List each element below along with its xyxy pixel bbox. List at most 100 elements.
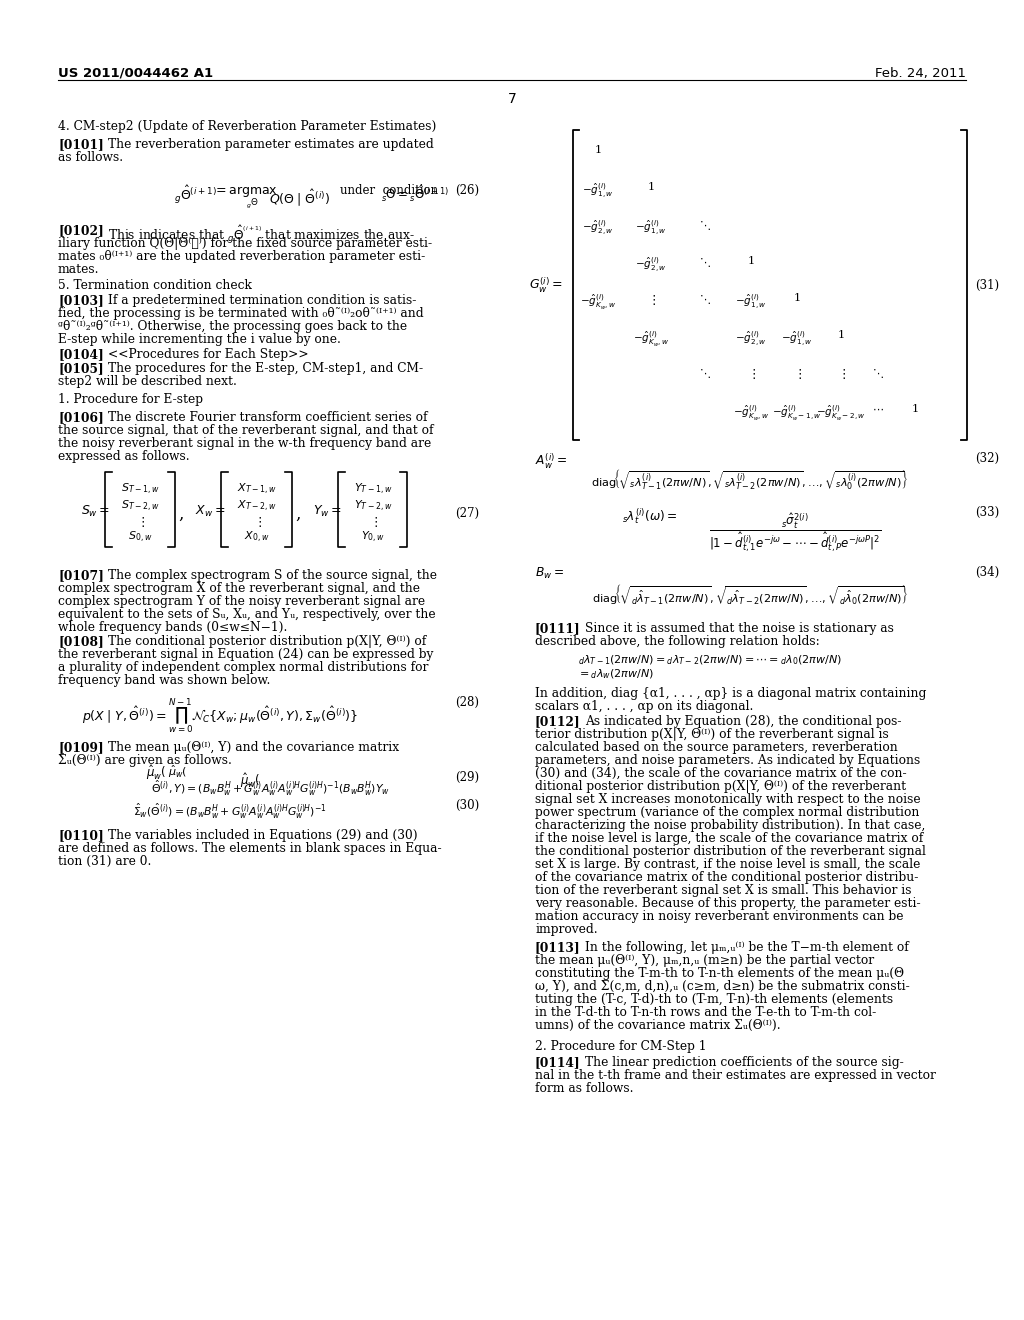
Text: $-\hat{g}_{K_w,w}^{(i)}$: $-\hat{g}_{K_w,w}^{(i)}$ xyxy=(733,404,769,424)
Text: [0104]: [0104] xyxy=(58,348,103,360)
Text: mation accuracy in noisy reverberant environments can be: mation accuracy in noisy reverberant env… xyxy=(535,909,903,923)
Text: [0114]: [0114] xyxy=(535,1056,581,1069)
Text: nal in the t-th frame and their estimates are expressed in vector: nal in the t-th frame and their estimate… xyxy=(535,1069,936,1082)
Text: (33): (33) xyxy=(975,506,999,519)
Text: [0113]: [0113] xyxy=(535,941,581,954)
Text: power spectrum (variance of the complex normal distribution: power spectrum (variance of the complex … xyxy=(535,807,920,818)
Text: [0103]: [0103] xyxy=(58,294,103,308)
Text: $-\hat{g}_{2,w}^{(i)}$: $-\hat{g}_{2,w}^{(i)}$ xyxy=(635,256,667,275)
Text: [0105]: [0105] xyxy=(58,362,103,375)
Text: signal set X increases monotonically with respect to the noise: signal set X increases monotonically wit… xyxy=(535,793,921,807)
Text: 1: 1 xyxy=(595,145,601,154)
Text: $\hat{\Theta}^{(i)},Y)=(B_wB_w^H+G_w^{(i)}A_w^{(i)}A_w^{(i)H}G_w^{(i)H})^{-1}(B_: $\hat{\Theta}^{(i)},Y)=(B_wB_w^H+G_w^{(i… xyxy=(151,779,389,799)
Text: the source signal, that of the reverberant signal, and that of: the source signal, that of the reverbera… xyxy=(58,424,433,437)
Text: The complex spectrogram S of the source signal, the: The complex spectrogram S of the source … xyxy=(108,569,437,582)
Text: $G_w^{(i)}=$: $G_w^{(i)}=$ xyxy=(529,276,563,294)
Text: <<Procedures for Each Step>>: <<Procedures for Each Step>> xyxy=(108,348,308,360)
Text: [0110]: [0110] xyxy=(58,829,103,842)
Text: The linear prediction coefficients of the source sig-: The linear prediction coefficients of th… xyxy=(585,1056,904,1069)
Text: constituting the T-m-th to T-n-th elements of the mean μᵤ(Θ: constituting the T-m-th to T-n-th elemen… xyxy=(535,968,904,979)
Text: The conditional posterior distribution p(X|Y, Θ⁽ᴵ⁾) of: The conditional posterior distribution p… xyxy=(108,635,426,648)
Text: In the following, let μₘ,ᵤ⁽ᴵ⁾ be the T−m-th element of: In the following, let μₘ,ᵤ⁽ᴵ⁾ be the T−m… xyxy=(585,941,908,954)
Text: $Y_{T-2,w}$: $Y_{T-2,w}$ xyxy=(354,499,392,513)
Text: E-step while incrementing the i value by one.: E-step while incrementing the i value by… xyxy=(58,333,341,346)
Text: ω, Y), and Σ(c,m, d,n),ᵤ (c≥m, d≥n) be the submatrix consti-: ω, Y), and Σ(c,m, d,n),ᵤ (c≥m, d≥n) be t… xyxy=(535,979,909,993)
Text: of the covariance matrix of the conditional posterior distribu-: of the covariance matrix of the conditio… xyxy=(535,871,919,884)
Text: Σᵤ(Θ⁽ᴵ⁾) are given as follows.: Σᵤ(Θ⁽ᴵ⁾) are given as follows. xyxy=(58,754,231,767)
Text: $X_{T-1,w}$: $X_{T-1,w}$ xyxy=(238,482,276,498)
Text: $Y_{T-1,w}$: $Y_{T-1,w}$ xyxy=(354,482,392,498)
Text: $-\hat{g}_{1,w}^{(i)}$: $-\hat{g}_{1,w}^{(i)}$ xyxy=(635,219,667,238)
Text: $p(X\mid Y,\hat{\Theta}^{(i)})=\prod_{w=0}^{N-1}\mathcal{N}_{\!C}\{X_w;\mu_w(\ha: $p(X\mid Y,\hat{\Theta}^{(i)})=\prod_{w=… xyxy=(82,696,358,735)
Text: $\hat{\mu}_w($: $\hat{\mu}_w($ xyxy=(240,771,260,789)
Text: $-\hat{g}_{1,w}^{(i)}$: $-\hat{g}_{1,w}^{(i)}$ xyxy=(735,293,767,313)
Text: (31): (31) xyxy=(975,279,999,292)
Text: 7: 7 xyxy=(508,92,516,106)
Text: 1: 1 xyxy=(838,330,845,341)
Text: $_s\lambda_t^{(i)}(\omega)=$: $_s\lambda_t^{(i)}(\omega)=$ xyxy=(623,506,678,525)
Text: $-\hat{g}_{2,w}^{(i)}$: $-\hat{g}_{2,w}^{(i)}$ xyxy=(735,330,767,350)
Text: $\cdots$: $\cdots$ xyxy=(872,404,884,414)
Text: expressed as follows.: expressed as follows. xyxy=(58,450,189,463)
Text: $X_{0,w}$: $X_{0,w}$ xyxy=(245,531,269,545)
Text: $\mathrm{diag}\!\left\{\!\sqrt{_s\lambda_{T-1}^{(i)}(2\pi w/N)},\sqrt{_s\lambda_: $\mathrm{diag}\!\left\{\!\sqrt{_s\lambda… xyxy=(592,469,908,492)
Text: [0109]: [0109] xyxy=(58,741,103,754)
Text: $-\hat{g}_{K_w-2,w}^{(i)}$: $-\hat{g}_{K_w-2,w}^{(i)}$ xyxy=(816,404,866,424)
Text: $\hat{\mu}_{w}($: $\hat{\mu}_{w}($ xyxy=(146,763,167,781)
Text: In addition, diag {α1, . . . , αp} is a diagonal matrix containing: In addition, diag {α1, . . . , αp} is a … xyxy=(535,686,927,700)
Text: $S_{T-2,w}$: $S_{T-2,w}$ xyxy=(121,499,160,513)
Text: $\ddots$: $\ddots$ xyxy=(699,219,711,232)
Text: $-\hat{g}_{1,w}^{(i)}$: $-\hat{g}_{1,w}^{(i)}$ xyxy=(583,182,613,201)
Text: The reverberation parameter estimates are updated: The reverberation parameter estimates ar… xyxy=(108,139,434,150)
Text: a plurality of independent complex normal distributions for: a plurality of independent complex norma… xyxy=(58,661,428,675)
Text: 5. Termination condition check: 5. Termination condition check xyxy=(58,279,252,292)
Text: (30) and (34), the scale of the covariance matrix of the con-: (30) and (34), the scale of the covarian… xyxy=(535,767,906,780)
Text: $_d\lambda_{T-1}(2\pi w/N)=_d\lambda_{T-2}(2\pi w/N)=\cdots=_d\lambda_0(2\pi w/N: $_d\lambda_{T-1}(2\pi w/N)=_d\lambda_{T-… xyxy=(578,653,842,667)
Text: 1: 1 xyxy=(794,293,801,304)
Text: (32): (32) xyxy=(975,451,999,465)
Text: whole frequency bands (0≤w≤N−1).: whole frequency bands (0≤w≤N−1). xyxy=(58,620,288,634)
Text: iliary function Q(Θ|Θ⁽⁩⁾) for the fixed source parameter esti-: iliary function Q(Θ|Θ⁽⁩⁾) for the fixed … xyxy=(58,238,432,249)
Text: in the T-d-th to T-n-th rows and the T-e-th to T-m-th col-: in the T-d-th to T-n-th rows and the T-e… xyxy=(535,1006,877,1019)
Text: set X is large. By contrast, if the noise level is small, the scale: set X is large. By contrast, if the nois… xyxy=(535,858,921,871)
Text: $\vdots$: $\vdots$ xyxy=(253,515,261,529)
Text: 1: 1 xyxy=(911,404,919,414)
Text: [0102]: [0102] xyxy=(58,224,103,238)
Text: $\hat{\Sigma}_w(\hat{\Theta}^{(i)})=(B_wB_w^H+G_w^{(i)}A_w^{(i)}A_w^{(i)H}G_w^{(: $\hat{\Sigma}_w(\hat{\Theta}^{(i)})=(B_w… xyxy=(133,803,327,821)
Text: $A_w^{(i)}=$: $A_w^{(i)}=$ xyxy=(535,451,567,471)
Text: umns) of the covariance matrix Σᵤ(Θ⁽ᴵ⁾).: umns) of the covariance matrix Σᵤ(Θ⁽ᴵ⁾). xyxy=(535,1019,780,1032)
Text: ,: , xyxy=(295,506,300,523)
Text: $\dfrac{_s\hat{\sigma}_t^{2(i)}}{|1-\hat{d}_{t,1}^{(i)}e^{-j\omega}-\cdots-\hat{: $\dfrac{_s\hat{\sigma}_t^{2(i)}}{|1-\hat… xyxy=(709,511,882,554)
Text: $\ddots$: $\ddots$ xyxy=(699,256,711,269)
Text: ᵍθ˜⁽ᴵ⁾₂ᵍθ˜⁽ᴵ⁺¹⁾. Otherwise, the processing goes back to the: ᵍθ˜⁽ᴵ⁾₂ᵍθ˜⁽ᴵ⁺¹⁾. Otherwise, the processi… xyxy=(58,319,408,333)
Text: $-\hat{g}_{K_w,w}^{(i)}$: $-\hat{g}_{K_w,w}^{(i)}$ xyxy=(633,330,669,350)
Text: $\vdots$: $\vdots$ xyxy=(837,367,846,381)
Text: complex spectrogram Y of the noisy reverberant signal are: complex spectrogram Y of the noisy rever… xyxy=(58,595,425,609)
Text: $\vdots$: $\vdots$ xyxy=(135,515,144,529)
Text: As indicated by Equation (28), the conditional pos-: As indicated by Equation (28), the condi… xyxy=(585,715,901,729)
Text: $\mathrm{diag}\!\left\{\!\sqrt{_d\hat{\lambda}_{T-1}(2\pi w/N)},\sqrt{_d\hat{\la: $\mathrm{diag}\!\left\{\!\sqrt{_d\hat{\l… xyxy=(592,582,908,606)
Text: very reasonable. Because of this property, the parameter esti-: very reasonable. Because of this propert… xyxy=(535,898,921,909)
Text: $\ddots$: $\ddots$ xyxy=(699,367,711,380)
Text: calculated based on the source parameters, reverberation: calculated based on the source parameter… xyxy=(535,741,898,754)
Text: $_g\hat{\Theta}^{(i+1)}$: $_g\hat{\Theta}^{(i+1)}$ xyxy=(174,183,216,206)
Text: Feb. 24, 2011: Feb. 24, 2011 xyxy=(874,67,966,81)
Text: tion (31) are 0.: tion (31) are 0. xyxy=(58,855,152,869)
Text: $Y_{0,w}$: $Y_{0,w}$ xyxy=(360,531,385,545)
Text: $\ddots$: $\ddots$ xyxy=(872,367,884,380)
Text: scalars α1, . . . , αp on its diagonal.: scalars α1, . . . , αp on its diagonal. xyxy=(535,700,754,713)
Text: tion of the reverberant signal set X is small. This behavior is: tion of the reverberant signal set X is … xyxy=(535,884,911,898)
Text: The procedures for the E-step, CM-step1, and CM-: The procedures for the E-step, CM-step1,… xyxy=(108,362,423,375)
Text: 1: 1 xyxy=(748,256,755,267)
Text: [0101]: [0101] xyxy=(58,139,103,150)
Text: as follows.: as follows. xyxy=(58,150,123,164)
Text: parameters, and noise parameters. As indicated by Equations: parameters, and noise parameters. As ind… xyxy=(535,754,921,767)
Text: $-\hat{g}_{2,w}^{(i)}$: $-\hat{g}_{2,w}^{(i)}$ xyxy=(583,219,613,238)
Text: $-\hat{g}_{K_w-1,w}^{(i)}$: $-\hat{g}_{K_w-1,w}^{(i)}$ xyxy=(772,404,822,424)
Text: step2 will be described next.: step2 will be described next. xyxy=(58,375,237,388)
Text: $-\hat{g}_{1,w}^{(i)}$: $-\hat{g}_{1,w}^{(i)}$ xyxy=(781,330,813,350)
Text: $= \underset{_g\Theta}{\mathrm{argmax}}$: $= \underset{_g\Theta}{\mathrm{argmax}}$ xyxy=(213,183,278,210)
Text: If a predetermined termination condition is satis-: If a predetermined termination condition… xyxy=(108,294,417,308)
Text: $B_w=$: $B_w=$ xyxy=(535,566,564,581)
Text: $-\hat{g}_{K_w,w}^{(i)}$: $-\hat{g}_{K_w,w}^{(i)}$ xyxy=(580,293,616,312)
